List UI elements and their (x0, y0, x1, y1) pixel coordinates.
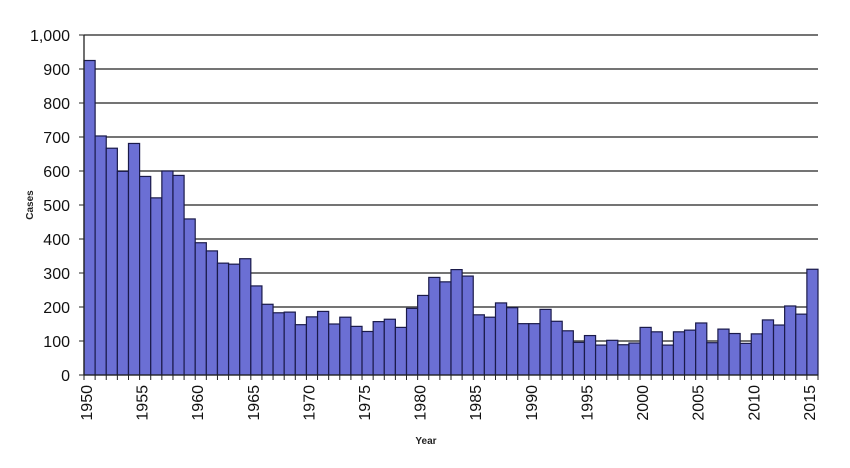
y-tick-label: 700 (43, 130, 70, 147)
x-tick-label: 1960 (190, 385, 207, 421)
bar-1967 (272, 312, 285, 376)
x-tick-label: 1975 (357, 385, 374, 421)
x-tick-label: 2010 (746, 385, 763, 421)
bar-1977 (383, 318, 396, 376)
bar-2007 (717, 328, 730, 376)
bar-2014 (795, 313, 808, 376)
bar-1981 (428, 276, 441, 376)
bar-2004 (683, 329, 697, 376)
bar-1975 (361, 330, 374, 376)
bar-1970 (305, 316, 319, 376)
bar-1959 (183, 218, 196, 376)
bar-2011 (761, 319, 775, 376)
x-tick-label: 1970 (301, 385, 318, 421)
bar-1964 (239, 258, 252, 376)
bar-2010 (750, 333, 763, 376)
x-axis-title: Year (415, 436, 436, 447)
bar-2005 (695, 322, 708, 376)
bar-1952 (105, 147, 118, 376)
bar-1955 (139, 175, 152, 376)
bar-1969 (294, 324, 308, 376)
bar-2009 (739, 342, 752, 376)
bar-1999 (628, 342, 641, 376)
x-tick-label: 2015 (802, 385, 819, 421)
x-tick-label: 2000 (635, 385, 652, 421)
x-tick-label: 1990 (524, 385, 541, 421)
bar-1957 (161, 170, 174, 376)
x-tick-label: 1965 (246, 385, 263, 421)
y-axis-title: Cases (25, 190, 36, 220)
x-axis-ticks: 1950 1955 1960 1965 1970 1975 1980 1985 1990 1995… (79, 375, 819, 421)
bar-1950 (83, 59, 96, 376)
x-tick-label: 1985 (468, 385, 485, 421)
x-tick-label: 1950 (79, 385, 96, 421)
bar-2006 (706, 342, 719, 376)
bar-1971 (316, 310, 330, 376)
bar-1953 (116, 170, 130, 376)
bar-1968 (283, 311, 296, 376)
bar-1983 (450, 269, 463, 376)
bar-1997 (606, 339, 619, 376)
x-tick-label: 2005 (691, 385, 708, 421)
y-tick-label: 600 (43, 164, 70, 181)
bar-1974 (350, 325, 363, 376)
bar-1982 (439, 281, 452, 376)
bar-2008 (728, 332, 741, 376)
bars (83, 59, 819, 376)
bar-1998 (617, 344, 630, 376)
y-tick-label: 100 (43, 334, 70, 351)
bar-1993 (561, 330, 574, 376)
y-axis-ticks: 0 100 200 300 400 500 600 700 800 900 1,000 (30, 28, 84, 385)
x-tick-label: 1995 (579, 385, 596, 421)
bar-1987 (494, 302, 508, 376)
y-tick-label: 900 (43, 62, 70, 79)
bar-1994 (572, 341, 586, 376)
y-tick-label: 800 (43, 96, 70, 113)
bar-2012 (772, 324, 786, 376)
bar-1986 (483, 316, 497, 376)
y-tick-label: 0 (61, 368, 70, 385)
bar-1978 (394, 326, 408, 376)
bar-1973 (339, 316, 352, 376)
x-tick-label: 1980 (413, 385, 430, 421)
bar-1954 (127, 142, 141, 376)
bar-2003 (672, 331, 686, 376)
bar-1963 (227, 263, 241, 376)
bar-1992 (550, 320, 563, 376)
bar-1961 (205, 250, 219, 376)
bar-2013 (784, 305, 797, 376)
bar-1980 (417, 294, 430, 376)
bar-1995 (583, 334, 597, 376)
bar-2001 (650, 331, 663, 376)
bar-1984 (461, 275, 474, 376)
bar-1958 (172, 174, 185, 376)
bar-2000 (639, 326, 652, 376)
bar-1979 (405, 307, 419, 376)
y-tick-label: 1,000 (30, 28, 70, 45)
bar-1996 (594, 344, 608, 376)
bar-2015 (806, 268, 819, 376)
bar-1956 (150, 197, 163, 376)
bar-1966 (261, 303, 274, 376)
bar-1965 (250, 285, 263, 376)
bar-1960 (194, 242, 207, 376)
y-tick-label: 200 (43, 300, 70, 317)
bar-1991 (539, 308, 552, 376)
y-tick-label: 400 (43, 232, 70, 249)
x-tick-label: 1955 (135, 385, 152, 421)
bar-1976 (372, 321, 385, 376)
y-tick-label: 300 (43, 266, 70, 283)
bar-2002 (661, 344, 675, 376)
bar-1985 (472, 314, 485, 376)
y-tick-label: 500 (43, 198, 70, 215)
bar-1951 (94, 135, 107, 376)
bar-1990 (528, 323, 541, 376)
bar-1989 (517, 323, 530, 376)
bar-1988 (506, 307, 519, 376)
bar-1972 (328, 323, 341, 376)
bar-1962 (216, 262, 230, 376)
